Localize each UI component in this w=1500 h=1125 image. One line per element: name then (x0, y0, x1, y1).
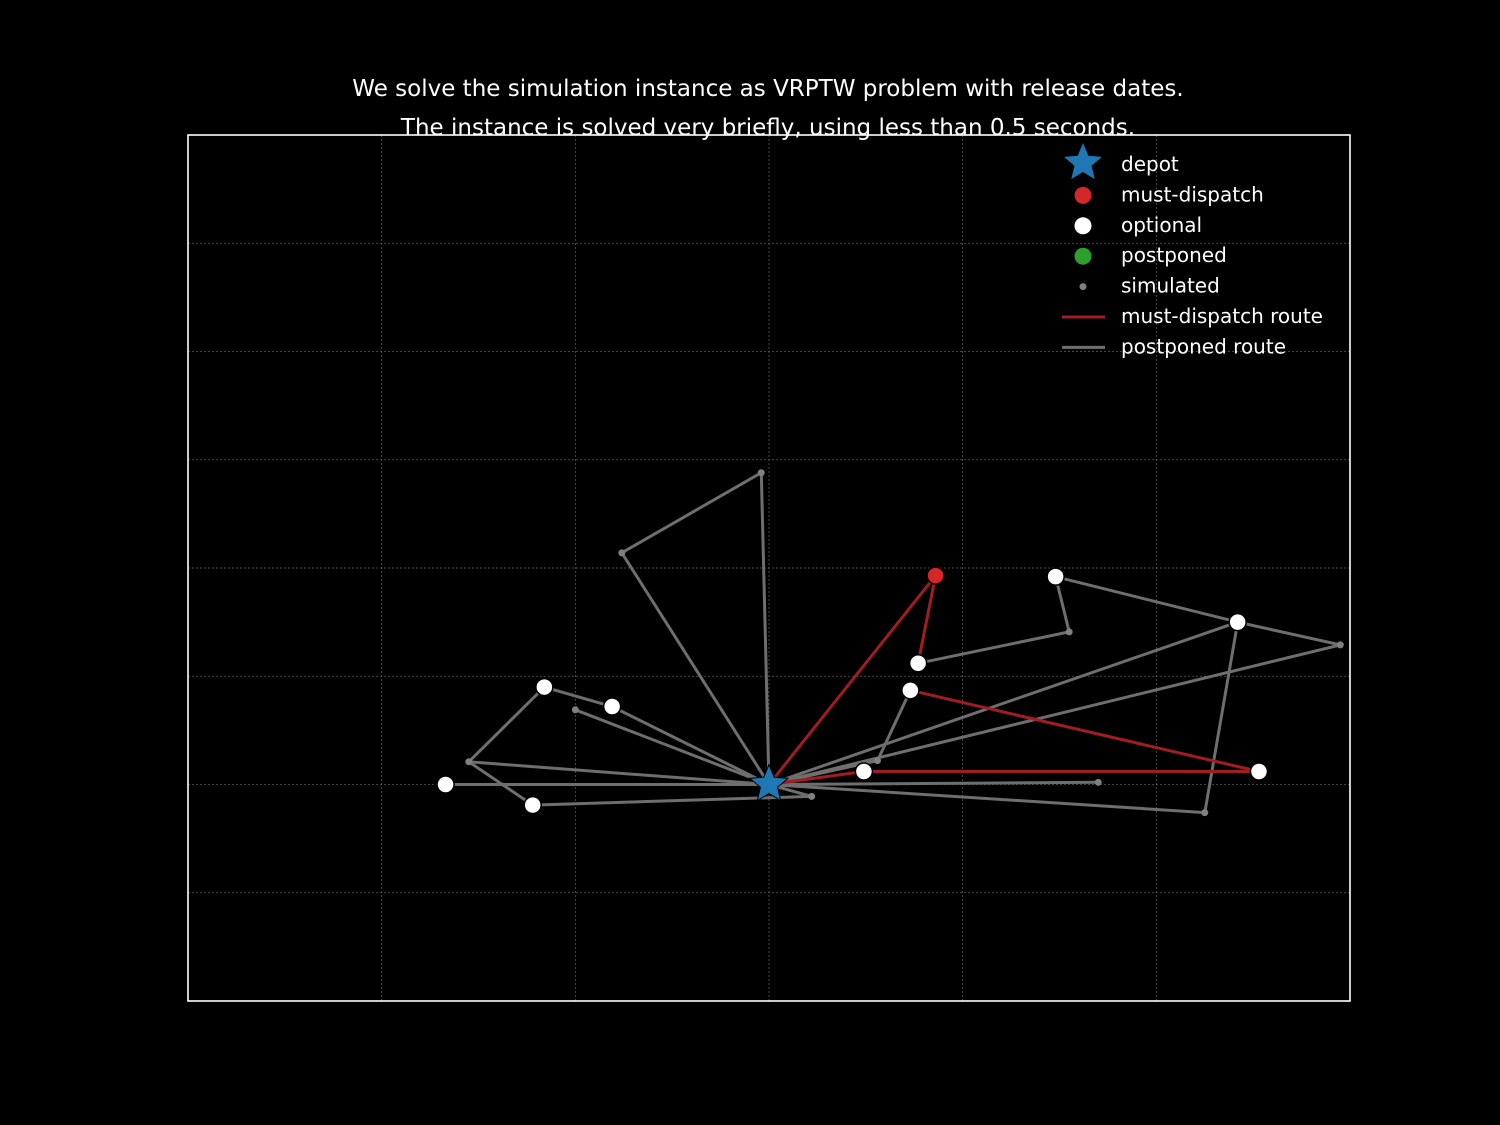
optional-point-K (523, 795, 542, 815)
postponed-route-4 (768, 620, 1240, 815)
plot-frame (187, 134, 1351, 1002)
simulated-point-s3 (1065, 628, 1073, 636)
simulated-point-s10 (465, 758, 473, 766)
optional-point-D (1249, 762, 1269, 781)
optional-point-I (602, 697, 622, 716)
must-dispatch-route-0 (767, 574, 938, 786)
optional-point-H (535, 677, 554, 697)
legend-label-6: postponed route (1121, 334, 1286, 358)
chart-title: We solve the simulation instance as VRPT… (0, 70, 1500, 148)
simulated-point-s5 (1201, 809, 1209, 817)
legend-marker-1 (1074, 186, 1092, 204)
simulated-point-s9 (571, 706, 579, 714)
optional-point-J (436, 775, 455, 794)
simulated-point-s7 (808, 792, 816, 800)
must-dispatch-route-1 (768, 688, 1261, 786)
postponed-route-2 (620, 471, 771, 786)
optional-point-F (1046, 567, 1065, 586)
optional-point-B (908, 654, 928, 673)
legend-label-4: simulated (1121, 274, 1220, 298)
legend-label-2: optional (1121, 213, 1202, 237)
legend-label-3: postponed (1121, 243, 1227, 267)
legend-label-1: must-dispatch (1121, 182, 1264, 206)
legend: depot must-dispatch optional postponed simul… (1062, 143, 1323, 358)
legend-marker-3 (1074, 247, 1092, 265)
legend-marker-4 (1079, 283, 1087, 291)
legend-marker-0 (1063, 143, 1103, 180)
depot-marker (748, 763, 790, 802)
routes (445, 471, 1342, 815)
points (436, 469, 1344, 817)
legend-label-0: depot (1121, 152, 1179, 176)
legend-label-5: must-dispatch route (1121, 304, 1323, 328)
optional-point-E (854, 762, 874, 781)
must-dispatch-point-A (926, 566, 945, 585)
simulated-point-s8 (1094, 778, 1102, 786)
postponed-route-3 (917, 630, 1070, 665)
optional-point-G (1228, 612, 1247, 632)
simulated-point-s4 (1336, 641, 1344, 649)
postponed-route-9 (574, 708, 770, 786)
simulated-point-s2 (618, 549, 626, 557)
optional-point-C (901, 681, 920, 700)
chart-title-line-2: The instance is solved very briefly, usi… (400, 115, 1136, 141)
postponed-route-6 (768, 780, 1099, 786)
chart-title-line-1: We solve the simulation instance as VRPT… (352, 76, 1184, 102)
simulated-point-s6 (873, 757, 881, 765)
simulated-point-s1 (757, 469, 765, 477)
legend-marker-2 (1074, 217, 1092, 235)
